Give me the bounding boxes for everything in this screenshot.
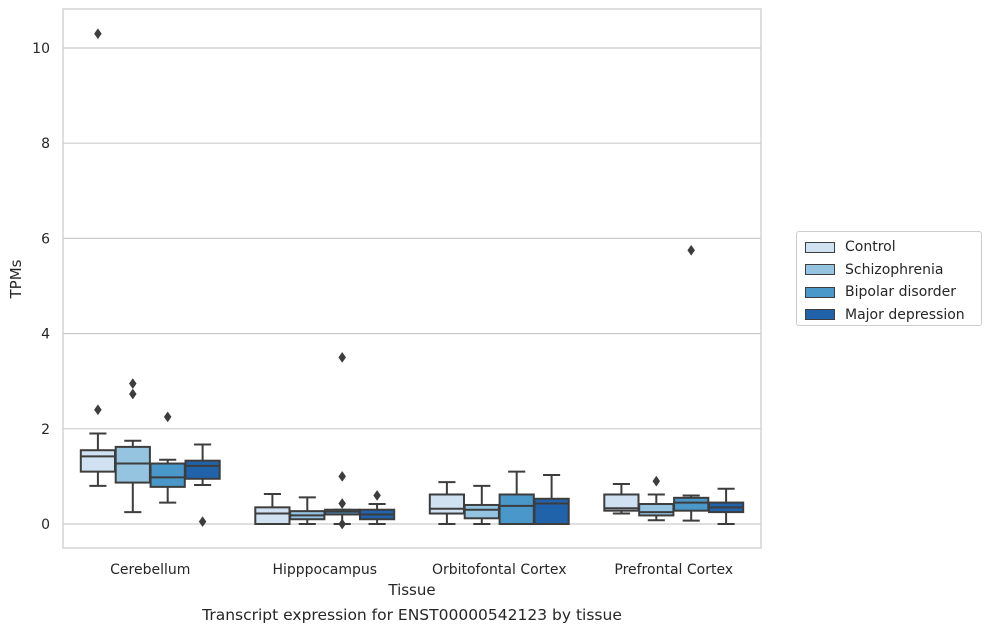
box-group	[358, 490, 396, 525]
outlier-point	[163, 411, 172, 423]
outlier-point	[94, 404, 102, 416]
box-group	[533, 473, 570, 526]
legend-item: Bipolar disorder	[803, 281, 975, 304]
box	[638, 503, 675, 517]
y-axis-label: TPMs	[7, 259, 25, 299]
x-axis-label: Tissue	[387, 581, 435, 599]
legend-item: Control	[803, 236, 975, 259]
box	[184, 459, 221, 480]
outlier-point	[373, 490, 381, 501]
outlier-point	[338, 470, 347, 482]
outlier-point	[94, 28, 102, 40]
outlier-point	[687, 244, 696, 256]
box-group	[149, 411, 186, 504]
gridlines	[63, 47, 761, 525]
box-group	[498, 470, 535, 526]
legend-label: Bipolar disorder	[845, 284, 957, 301]
x-tick-label: Cerebellum	[110, 562, 190, 578]
legend-label: Major depression	[845, 306, 965, 323]
box-group	[184, 443, 221, 528]
outlier-point	[338, 351, 347, 363]
x-tick-label: Hipppocampus	[272, 562, 377, 578]
box-group	[463, 484, 500, 525]
outlier-point	[128, 388, 137, 400]
boxes	[79, 28, 745, 530]
legend-swatch	[805, 264, 835, 276]
chart-caption: Transcript expression for ENST0000054212…	[202, 606, 622, 624]
y-tick-label: 4	[41, 327, 50, 343]
box-group	[673, 244, 710, 522]
outlier-point	[128, 378, 137, 390]
outlier-point	[338, 498, 347, 509]
x-tick-label: Orbitofontal Cortex	[432, 562, 567, 578]
legend-swatch	[805, 241, 835, 253]
box-group	[114, 378, 151, 514]
box	[79, 449, 117, 473]
box-group	[254, 493, 291, 525]
x-tick-labels: Cerebellum Hipppocampus Orbitofontal Corte…	[110, 562, 733, 578]
outlier-point	[652, 475, 661, 487]
box	[254, 506, 291, 525]
box	[428, 493, 466, 515]
box-group	[638, 475, 675, 522]
x-tick-label: Prefrontal Cortex	[614, 562, 733, 578]
box-group	[603, 483, 640, 515]
y-tick-label: 0	[41, 517, 50, 533]
y-tick-labels: 0 2 4 6 8 10	[32, 41, 50, 533]
box-group	[428, 481, 466, 525]
box-group	[707, 487, 745, 525]
outlier-point	[198, 516, 207, 528]
legend-label: Control	[845, 239, 896, 256]
legend-swatch	[805, 286, 835, 298]
y-tick-label: 6	[41, 231, 50, 247]
legend: Control Schizophrenia Bipolar disorder Majo…	[796, 231, 982, 326]
y-tick-label: 2	[41, 422, 50, 438]
box-group	[324, 351, 361, 530]
box	[498, 493, 535, 526]
legend-swatch	[805, 309, 835, 321]
legend-label: Schizophrenia	[845, 261, 944, 278]
box-group	[289, 496, 326, 525]
box	[603, 493, 640, 512]
box	[673, 496, 710, 512]
box-group	[79, 28, 117, 487]
box	[149, 462, 186, 488]
box	[463, 503, 500, 520]
box	[114, 445, 151, 484]
legend-item: Schizophrenia	[803, 259, 975, 282]
outlier-point	[338, 518, 347, 530]
y-tick-label: 8	[41, 136, 50, 152]
plot-frame	[62, 8, 762, 549]
y-tick-label: 10	[32, 41, 50, 57]
legend-item: Major depression	[803, 304, 975, 327]
